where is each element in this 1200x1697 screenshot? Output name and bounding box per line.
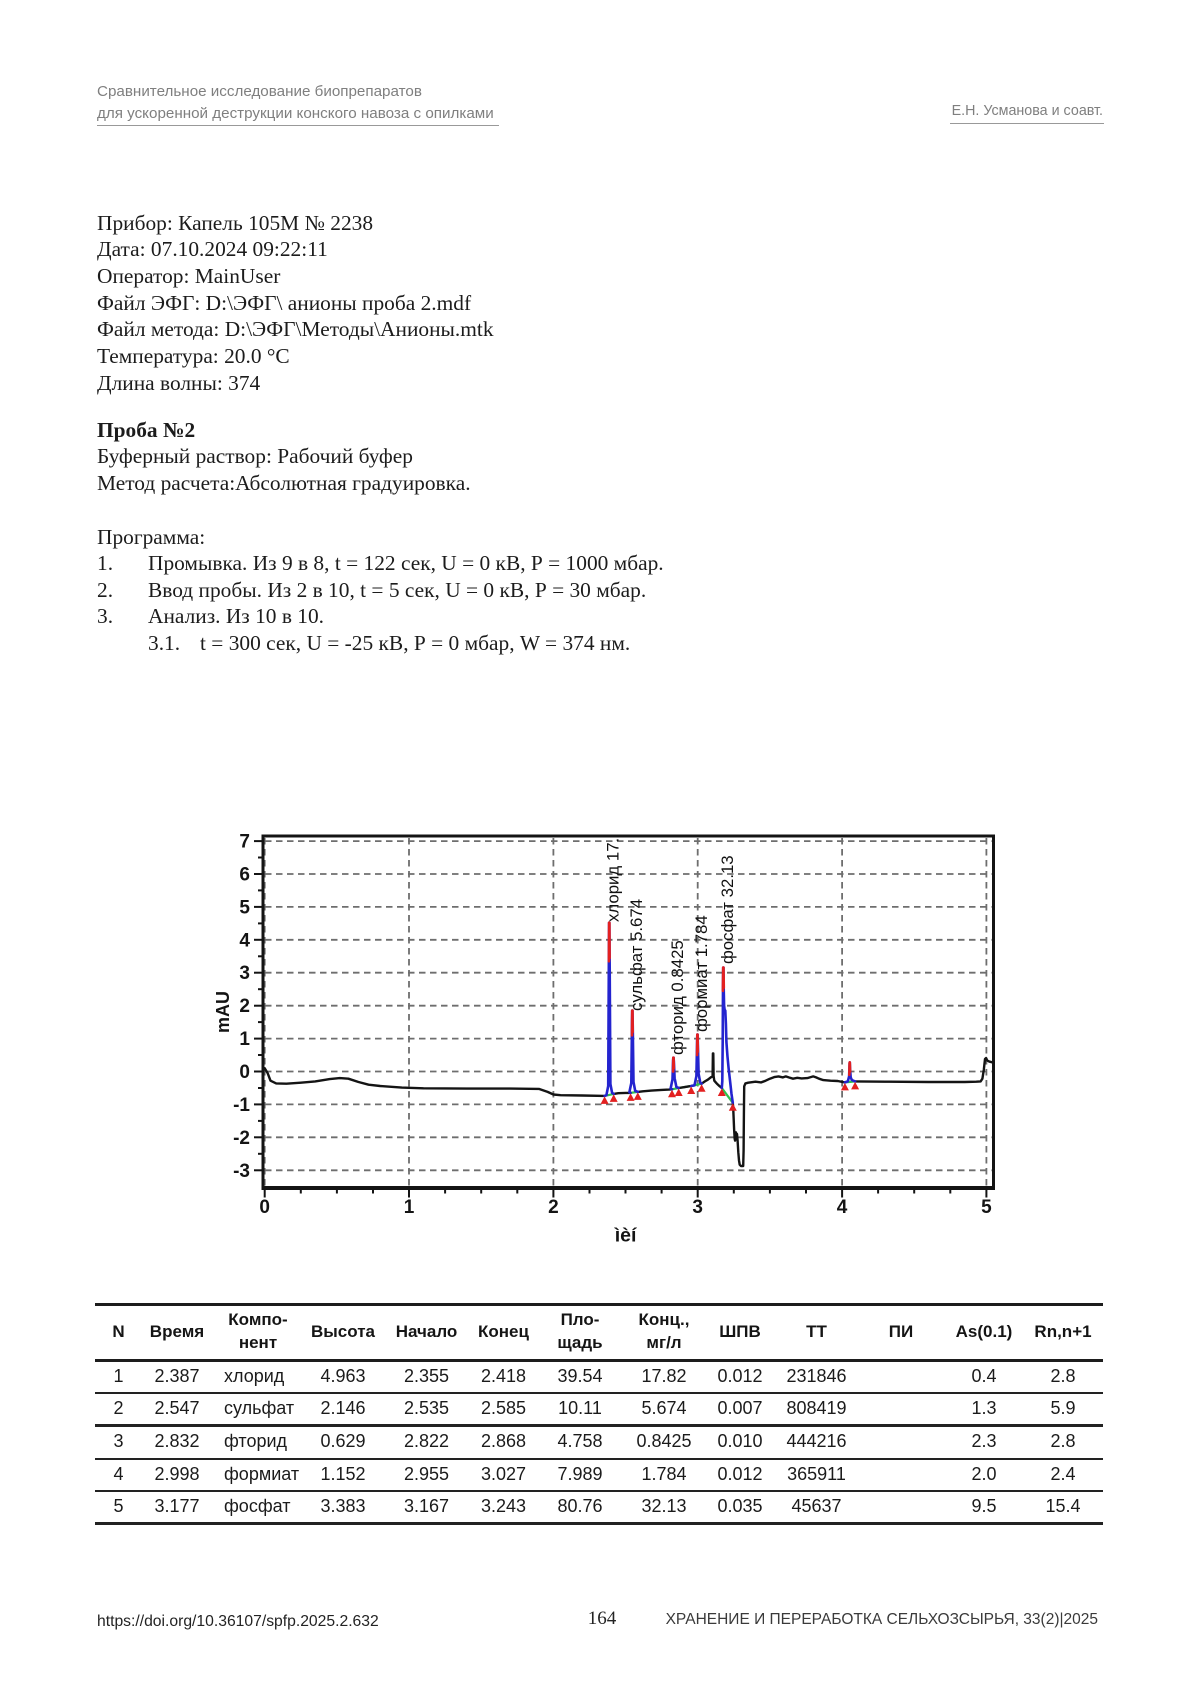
svg-text:mAU: mAU	[213, 991, 233, 1033]
svg-text:1: 1	[404, 1197, 415, 1218]
svg-text:5: 5	[239, 897, 250, 918]
svg-text:4: 4	[837, 1197, 848, 1218]
svg-text:2: 2	[548, 1197, 559, 1218]
svg-text:формиат 1.784: формиат 1.784	[692, 915, 711, 1032]
svg-text:фосфат 32.13: фосфат 32.13	[718, 855, 737, 964]
svg-text:2: 2	[239, 996, 250, 1017]
svg-text:-3: -3	[233, 1161, 250, 1182]
svg-text:ìèí: ìèí	[614, 1225, 637, 1247]
svg-text:0: 0	[259, 1197, 270, 1218]
svg-text:сульфат 5.674: сульфат 5.674	[627, 899, 646, 1011]
svg-text:3: 3	[692, 1197, 703, 1218]
svg-text:-1: -1	[233, 1095, 250, 1116]
svg-text:1: 1	[239, 1029, 250, 1050]
svg-text:5: 5	[981, 1197, 992, 1218]
svg-text:3: 3	[239, 963, 250, 984]
svg-text:-2: -2	[233, 1128, 250, 1149]
svg-text:фторид 0.8425: фторид 0.8425	[668, 940, 687, 1055]
svg-text:7: 7	[239, 832, 250, 853]
svg-text:4: 4	[239, 930, 250, 951]
svg-text:0: 0	[239, 1062, 250, 1083]
svg-text:6: 6	[239, 865, 250, 886]
svg-text:хлорид 17.: хлорид 17.	[604, 838, 623, 922]
